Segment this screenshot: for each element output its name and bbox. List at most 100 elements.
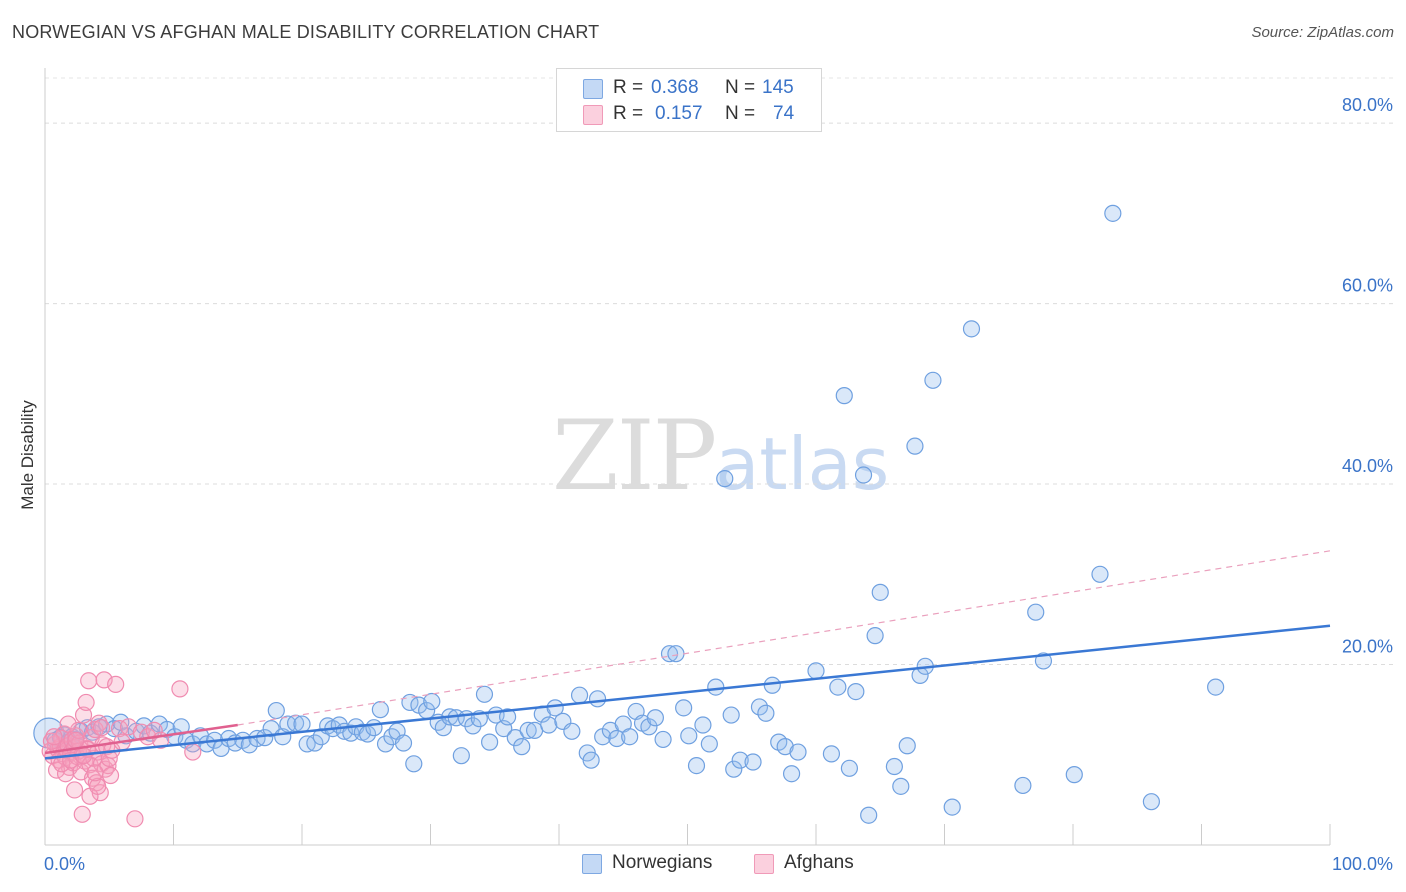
afghans-trend-line [44, 723, 238, 755]
tick-labels: 20.0% 40.0% 60.0% 80.0% 0.0% 100.0% [44, 95, 1393, 874]
norwegians-point [776, 738, 794, 756]
afghans-point [107, 675, 125, 693]
afghans-point [45, 728, 63, 746]
x-tick-label: 100.0% [1332, 854, 1393, 874]
norwegians-point [475, 685, 494, 703]
norwegians-trend-line [44, 624, 1331, 760]
norwegians-point [750, 698, 769, 716]
norwegians-point [866, 627, 884, 645]
afghans-point [67, 731, 85, 749]
norwegians-point [1104, 204, 1122, 222]
norwegians-point [506, 729, 524, 747]
norwegians-point [570, 686, 589, 704]
norwegians-point [675, 699, 693, 717]
norwegians-point [640, 718, 658, 736]
afghans-point [89, 777, 107, 795]
x-tick-label: 0.0% [44, 854, 85, 874]
norwegians-point [499, 708, 517, 726]
norwegians-points [33, 204, 1225, 824]
norwegians-point [898, 737, 916, 755]
afghans-point [65, 781, 84, 799]
y-tick-label: 20.0% [1342, 637, 1393, 657]
norwegians-point [1142, 793, 1160, 811]
norwegians-point [700, 735, 718, 753]
axes [44, 68, 1331, 846]
norwegians-point [667, 645, 685, 663]
legend-r-label: R = [613, 103, 644, 124]
norwegians-point [854, 466, 873, 484]
afghans-point [59, 715, 77, 733]
afghans-point [42, 732, 61, 750]
norwegians-point [293, 715, 311, 733]
afghans-point [171, 680, 189, 698]
chart-source: Source: ZipAtlas.com [1251, 24, 1394, 41]
norwegians-point [840, 759, 859, 777]
legend-swatch-afghans [754, 854, 774, 874]
norwegians-point [646, 709, 664, 727]
y-tick-label: 80.0% [1342, 95, 1393, 115]
norwegians-point [434, 719, 452, 737]
norwegians-point [513, 738, 531, 756]
norwegians-point [885, 757, 903, 776]
afghans-point [86, 764, 104, 782]
norwegians-point [306, 734, 324, 752]
afghans-point [90, 714, 108, 732]
norwegians-point [807, 662, 825, 680]
legend-label-afghans: Afghans [784, 852, 854, 873]
norwegians-point [376, 735, 395, 753]
norwegians-point [822, 745, 841, 763]
afghans-trend-extended [237, 550, 1331, 726]
afghans-point [184, 743, 202, 761]
norwegians-point [1065, 766, 1083, 784]
afghans-point [126, 810, 144, 828]
chart-title: NORWEGIAN VS AFGHAN MALE DISABILITY CORR… [12, 22, 600, 42]
norwegians-point [1207, 678, 1225, 696]
norwegians-point [871, 583, 889, 601]
norwegians-point [707, 678, 725, 696]
norwegians-point [847, 682, 865, 701]
norwegians-point [654, 730, 672, 749]
norwegians-point [582, 751, 600, 769]
norwegians-point [405, 755, 423, 773]
y-tick-label: 60.0% [1342, 276, 1393, 296]
afghans-point [74, 706, 93, 724]
norwegians-point [1027, 603, 1045, 621]
norwegians-point [371, 701, 389, 719]
norwegians-point [757, 704, 775, 722]
afghans-point [145, 721, 163, 740]
legend-n-value: 145 [762, 77, 794, 98]
norwegians-point [725, 760, 743, 778]
gridlines [45, 77, 1394, 666]
afghans-point [119, 718, 138, 736]
y-axis-label: Male Disability [18, 400, 37, 510]
trend-lines [44, 550, 1331, 760]
norwegians-point [481, 733, 499, 751]
y-tick-label: 40.0% [1342, 456, 1393, 476]
afghans-point [101, 766, 120, 785]
norwegians-point [563, 722, 581, 740]
norwegians-point [588, 690, 607, 708]
legend-swatch-norwegians [583, 79, 603, 99]
norwegians-point [782, 765, 801, 783]
stats-legend: R = 0.368 N = 145 R = 0.157 N = 74 [556, 68, 822, 132]
norwegians-point [924, 371, 942, 389]
afghans-point [92, 719, 111, 737]
watermark-zip: ZIP [552, 400, 717, 512]
norwegians-point [744, 753, 762, 771]
norwegians-point [608, 729, 626, 748]
afghans-point [77, 693, 95, 712]
norwegians-point [423, 692, 441, 711]
legend-r-value: 0.157 [655, 103, 703, 124]
afghans-point [73, 805, 91, 823]
watermark-atlas: atlas [715, 422, 890, 506]
norwegians-point [694, 716, 712, 734]
norwegians-point [621, 728, 639, 746]
norwegians-point [962, 320, 981, 338]
norwegians-point [731, 751, 749, 769]
legend-row-norwegians: R = 0.368 N = 145 [557, 75, 821, 101]
norwegians-point [1014, 776, 1032, 795]
norwegians-point [262, 719, 280, 738]
norwegians-point [687, 756, 706, 775]
norwegians-point [716, 470, 734, 488]
